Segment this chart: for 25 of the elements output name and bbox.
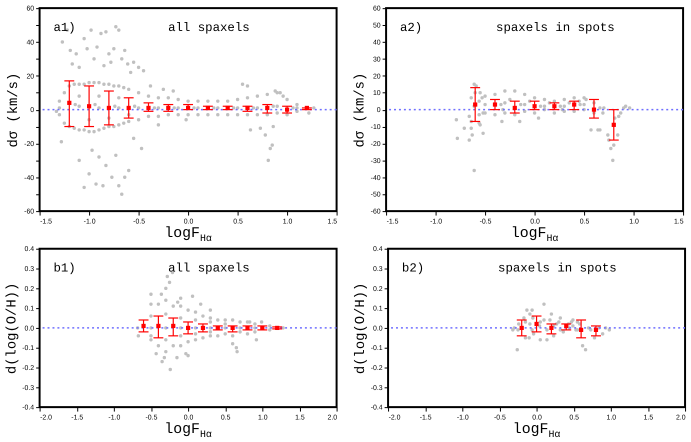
y-axis-title: d(log(O/H)) (4, 282, 20, 374)
point (592, 108, 596, 112)
annotation: all spaxels (168, 261, 250, 276)
annotation: b2) (402, 261, 424, 276)
annotation: b1) (53, 261, 76, 276)
point (473, 102, 478, 107)
point (146, 106, 151, 110)
point (106, 106, 111, 110)
point (126, 106, 131, 110)
annotation: a1) (53, 20, 76, 35)
point (492, 102, 498, 107)
point (572, 102, 576, 107)
point (67, 100, 72, 105)
y-axis-title: dσ (km/s) (6, 72, 22, 148)
point (265, 106, 270, 110)
annotation: all spaxels (168, 20, 250, 35)
point (532, 104, 537, 108)
point (87, 104, 92, 108)
y-axis-title: d(log(O/H)) (352, 282, 369, 374)
y-axis-title: dσ (km/s) (352, 72, 369, 148)
annotation: spaxels in spots (498, 261, 617, 276)
annotation: a2) (400, 20, 422, 35)
point (612, 122, 616, 127)
point (512, 106, 517, 110)
annotation: spaxels in spots (496, 20, 615, 35)
